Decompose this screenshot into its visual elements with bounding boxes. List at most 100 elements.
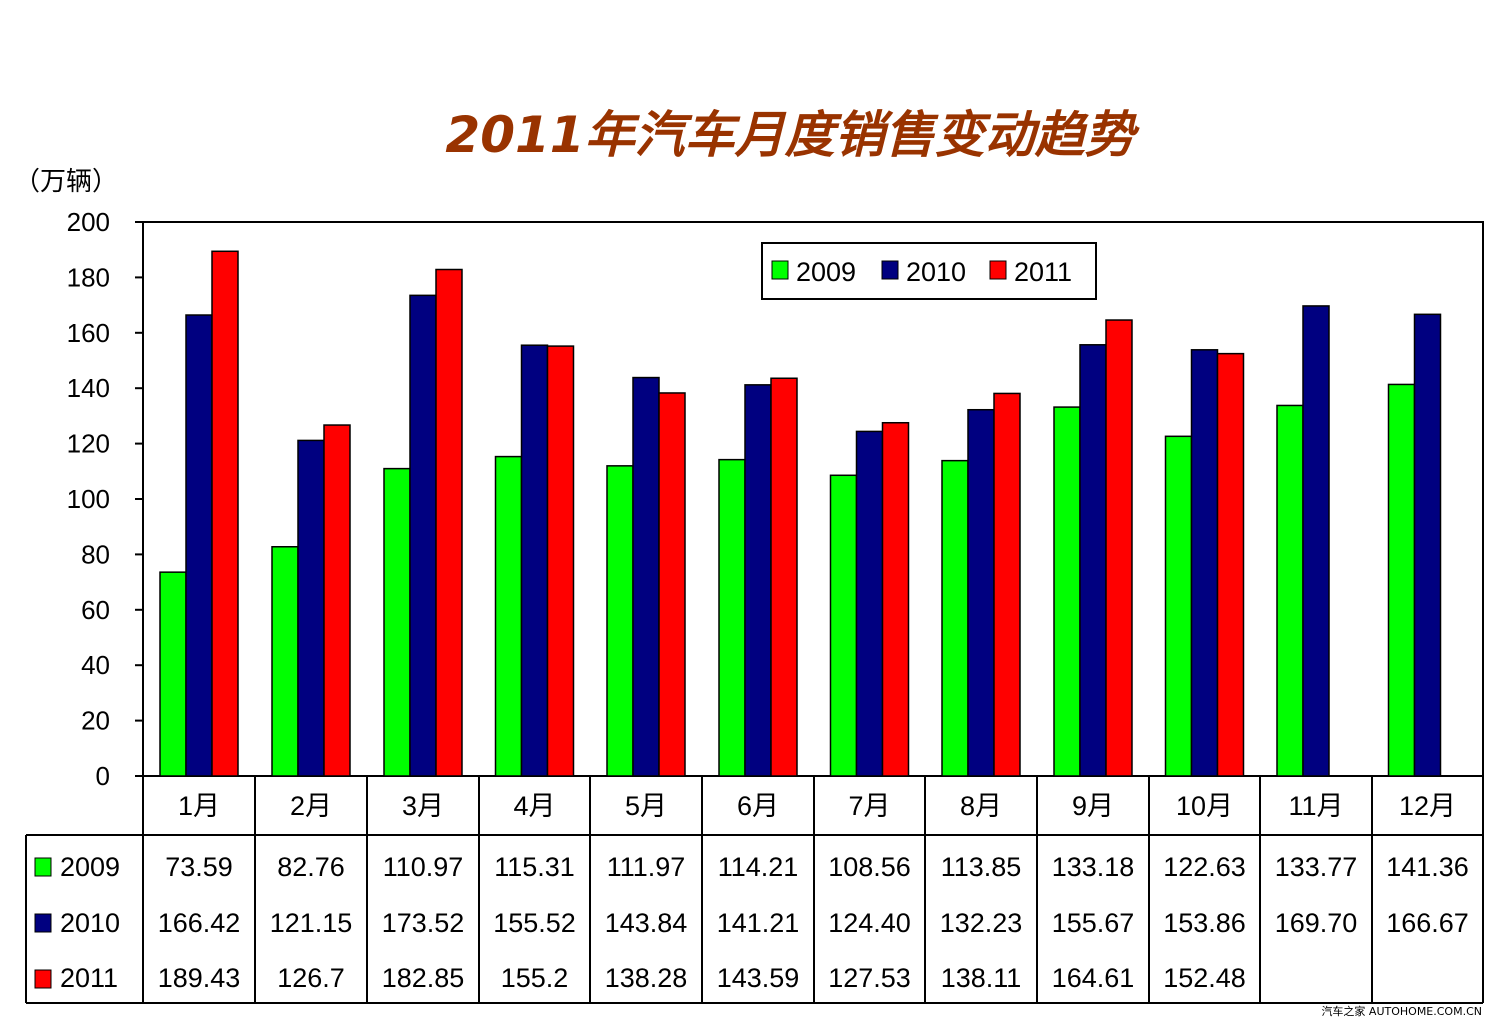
category-label: 2月 [290,791,332,821]
category-label: 5月 [625,791,667,821]
bar-2010-6 [744,384,772,777]
bar-2010-5 [632,376,660,777]
category-label: 12月 [1399,791,1456,821]
y-tick-label: 140 [67,373,110,403]
table-swatch-2011 [34,969,52,989]
bar-2011-10 [1216,352,1245,777]
bar-2010-4 [520,344,549,777]
y-tick-label: 100 [67,484,110,514]
category-label: 11月 [1288,791,1343,821]
bar-2011-1 [211,250,239,777]
table-cell: 166.42 [158,908,241,938]
bar-2009-2 [271,546,299,777]
bar-2011-9 [1105,319,1133,777]
legend-swatch-2011 [989,260,1007,280]
table-cell: 132.23 [940,908,1023,938]
bar-2010-1 [185,314,213,777]
y-tick-label: 120 [67,429,110,459]
y-tick-label: 200 [67,207,110,237]
y-tick-label: 60 [81,595,110,625]
y-tick-label: 0 [96,761,110,791]
table-cell: 153.86 [1163,908,1246,938]
table-cell: 115.31 [494,852,575,882]
bars [159,250,1442,777]
table-cell: 82.76 [277,852,345,882]
watermark: 汽车之家 AUTOHOME.COM.CN [1321,1004,1482,1018]
table-cell: 138.28 [605,963,688,993]
bar-2009-7 [829,474,858,777]
bar-2010-8 [967,408,995,777]
bar-2009-1 [159,571,187,777]
category-label: 9月 [1072,791,1114,821]
category-label: 3月 [402,791,444,821]
chart-title: 2011年汽车月度销售变动趋势 [445,106,1140,164]
bar-2009-9 [1053,406,1081,777]
bar-2010-11 [1302,305,1330,777]
category-label: 10月 [1176,791,1233,821]
table-cell: 111.97 [607,852,686,882]
table-cell: 155.2 [501,963,569,993]
table-swatch-2010 [34,913,52,933]
category-label: 1月 [178,791,220,821]
table-cell: 182.85 [382,963,465,993]
y-tick-label: 80 [81,539,110,569]
table-cell: 189.43 [158,963,241,993]
table-cell: 155.67 [1052,908,1135,938]
table-cell: 113.85 [941,852,1022,882]
table-cell: 166.67 [1386,908,1469,938]
bar-2011-4 [546,345,575,777]
table-swatch-2009 [34,857,52,877]
legend-box [761,242,1097,300]
bar-2009-12 [1387,383,1416,777]
bar-2011-8 [993,392,1021,777]
bar-2010-10 [1190,349,1219,777]
bar-2010-12 [1413,313,1442,777]
bar-2010-9 [1079,344,1107,777]
table-cell: 143.59 [717,963,800,993]
bar-2009-4 [494,455,523,777]
table-cell: 73.59 [165,852,233,882]
table-row-label-2009: 2009 [60,852,120,882]
table-cell: 133.18 [1052,852,1135,882]
table-cell: 138.11 [941,963,1022,993]
table-cell: 126.7 [277,963,345,993]
category-label: 8月 [960,791,1002,821]
legend-label-2009: 2009 [796,257,856,287]
table-cell: 124.40 [828,908,911,938]
y-tick-label: 180 [67,262,110,292]
data-table: 1月 2月 3月 4月 5月 6月 7月 8月 9月 10月 11月 12月 2009 73.59 82.7… [25,776,1484,1004]
table-cell: 152.48 [1163,963,1246,993]
bar-2011-2 [323,424,351,777]
bar-2011-6 [770,377,798,777]
table-cell: 114.21 [718,852,799,882]
legend-swatch-2009 [771,260,789,280]
y-tick-label: 40 [81,650,110,680]
bar-2009-11 [1276,404,1304,777]
bar-2011-5 [658,392,686,777]
bar-2009-10 [1164,435,1193,777]
legend-label-2010: 2010 [906,257,966,287]
table-cell: 141.36 [1386,852,1469,882]
y-tick-label: 20 [81,706,110,736]
table-cell: 133.77 [1275,852,1358,882]
table-cell: 141.21 [717,908,800,938]
y-axis-unit: （万辆） [14,166,118,196]
bar-2009-3 [383,467,411,777]
y-axis-ticks: 0 20 40 60 80 100 120 140 160 180 200 [67,207,143,791]
table-cell: 164.61 [1052,963,1135,993]
legend-label-2011: 2011 [1014,257,1072,287]
table-cell: 121.15 [270,908,353,938]
y-tick-label: 160 [67,318,110,348]
bar-2011-3 [435,268,463,777]
table-cell: 122.63 [1163,852,1246,882]
bar-2009-8 [941,459,969,777]
category-label: 4月 [513,791,555,821]
bar-2011-7 [881,421,910,777]
table-cell: 127.53 [828,963,911,993]
category-label: 6月 [737,791,779,821]
legend: 2009 2010 2011 [761,242,1097,300]
table-row-label-2011: 2011 [60,963,118,993]
bar-2010-2 [297,439,325,777]
table-cell: 173.52 [382,908,465,938]
